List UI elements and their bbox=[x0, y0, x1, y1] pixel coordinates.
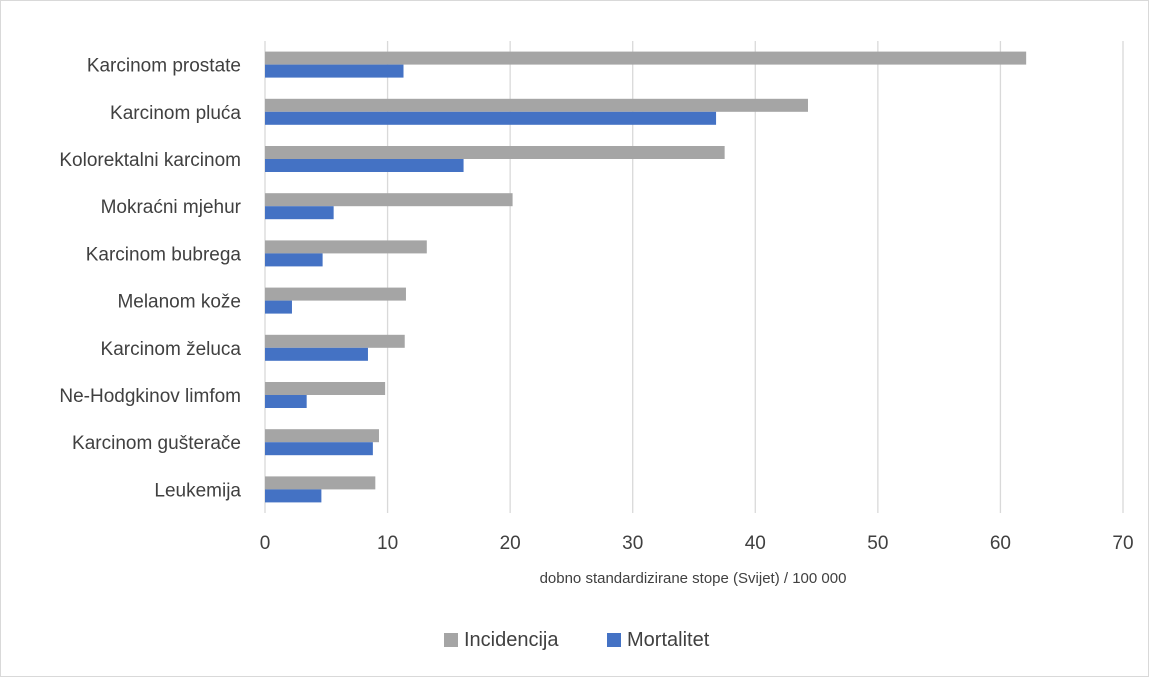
legend: Incidencija Mortalitet bbox=[444, 629, 710, 651]
mortalitet-bar bbox=[265, 253, 323, 267]
x-axis-title: dobno standardizirane stope (Svijet) / 1… bbox=[540, 570, 847, 587]
mortalitet-bar bbox=[265, 159, 464, 172]
x-tick-label: 70 bbox=[1112, 533, 1133, 554]
incidencija-bar bbox=[265, 287, 406, 301]
category-label: Melanom kože bbox=[117, 292, 241, 313]
legend-swatch bbox=[607, 633, 621, 647]
incidencija-bar bbox=[265, 429, 379, 443]
category-label: Leukemija bbox=[154, 480, 241, 501]
mortalitet-bar bbox=[265, 395, 307, 408]
legend-swatch bbox=[444, 633, 458, 647]
mortalitet-bar bbox=[265, 347, 368, 361]
mortalitet-bar bbox=[265, 442, 373, 456]
category-label: Karcinom bubrega bbox=[86, 244, 242, 265]
category-label: Karcinom pluća bbox=[110, 103, 241, 124]
incidencija-bar bbox=[265, 193, 513, 207]
x-tick-label: 30 bbox=[622, 533, 643, 554]
category-label: Mokraćni mjehur bbox=[101, 197, 242, 218]
x-tick-label: 10 bbox=[377, 533, 398, 554]
mortalitet-bar bbox=[265, 300, 292, 314]
category-label: Karcinom želuca bbox=[101, 339, 242, 360]
x-tick-label: 50 bbox=[867, 533, 888, 554]
incidencija-bar bbox=[265, 98, 808, 112]
mortalitet-bar bbox=[265, 64, 404, 78]
legend-label: Mortalitet bbox=[627, 629, 710, 651]
category-label: Kolorektalni karcinom bbox=[59, 150, 241, 171]
category-label: Karcinom prostate bbox=[87, 56, 241, 77]
category-label: Ne-Hodgkinov limfom bbox=[59, 386, 241, 407]
mortalitet-bar bbox=[265, 206, 334, 220]
incidencija-bar bbox=[265, 240, 427, 254]
x-tick-label: 60 bbox=[990, 533, 1011, 554]
mortalitet-bar bbox=[265, 489, 322, 503]
category-label: Karcinom gušterače bbox=[72, 433, 241, 454]
incidencija-bar bbox=[265, 51, 1027, 65]
x-tick-label: 0 bbox=[260, 533, 271, 554]
incidencija-bar bbox=[265, 382, 386, 395]
incidencija-bar bbox=[265, 334, 405, 348]
incidencija-bar bbox=[265, 476, 376, 490]
x-tick-labels: 0 10 20 30 40 50 60 70 bbox=[260, 533, 1134, 554]
x-tick-label: 40 bbox=[745, 533, 766, 554]
legend-label: Incidencija bbox=[464, 629, 559, 651]
bars bbox=[265, 51, 1027, 503]
incidencija-bar bbox=[265, 146, 725, 159]
x-tick-label: 20 bbox=[500, 533, 521, 554]
category-labels: Karcinom prostate Karcinom pluća Kolorekta… bbox=[59, 56, 241, 502]
mortalitet-bar bbox=[265, 111, 717, 125]
